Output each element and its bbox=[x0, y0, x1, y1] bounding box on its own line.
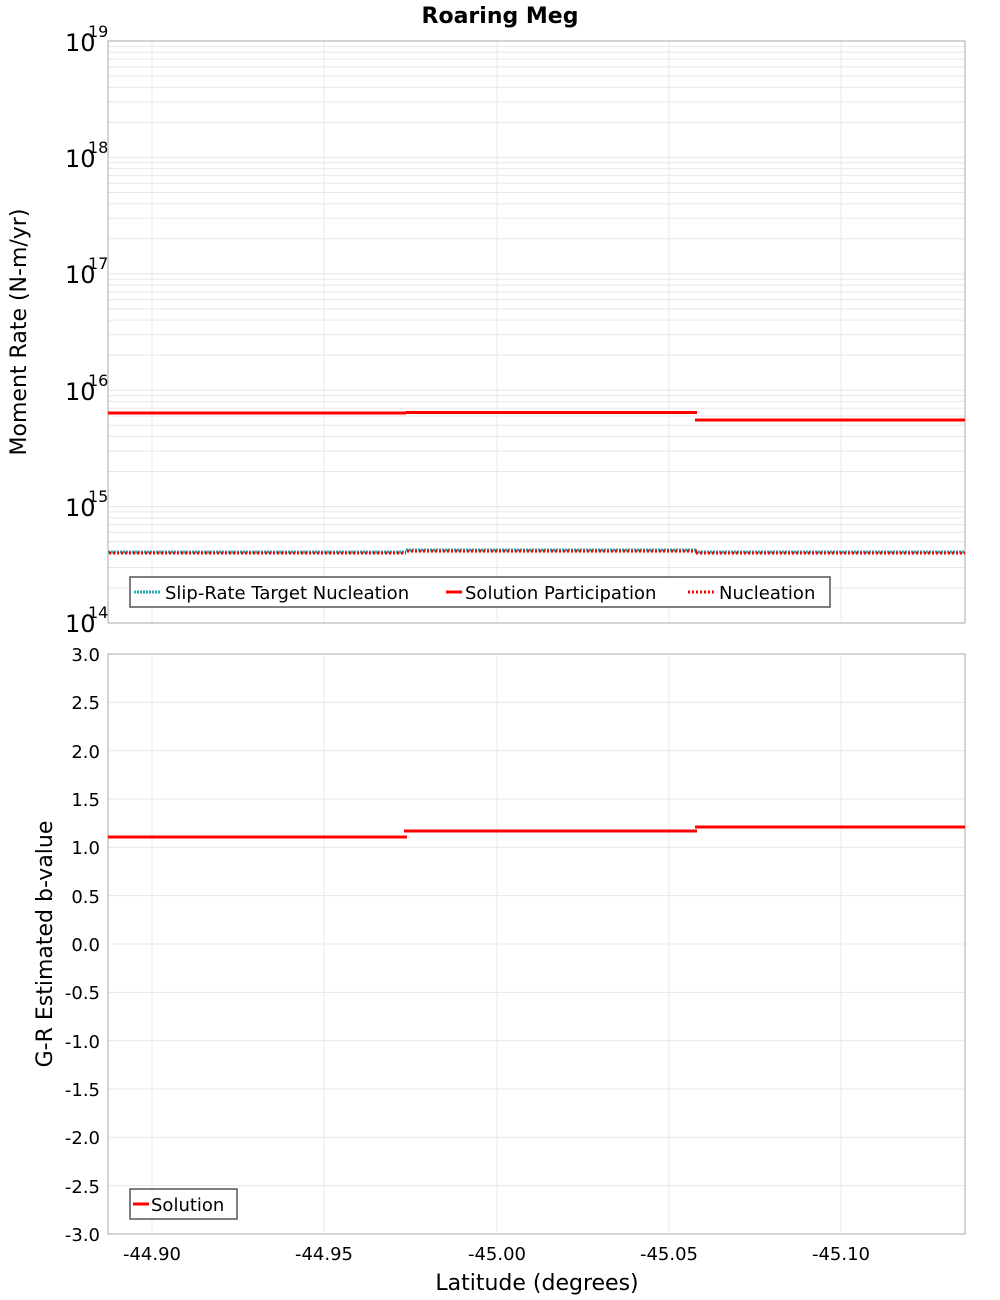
x-axis-label: Latitude (degrees) bbox=[435, 1271, 638, 1296]
bottom-x-tick-labels: -44.90 -44.95 -45.00 -45.05 -45.10 bbox=[123, 1244, 870, 1265]
top-y-tick-labels: 1019 1018 1017 1016 1015 1014 bbox=[65, 22, 108, 638]
top-plot: Moment Rate (N-m/yr) 1019 1018 1017 1016… bbox=[7, 22, 965, 638]
svg-text:17: 17 bbox=[88, 254, 108, 273]
legend-label-slip-rate-target: Slip-Rate Target Nucleation bbox=[165, 583, 409, 604]
svg-text:2.0: 2.0 bbox=[71, 742, 100, 763]
svg-text:2.5: 2.5 bbox=[71, 693, 100, 714]
bottom-y-tick-labels: 3.0 2.5 2.0 1.5 1.0 0.5 0.0 -0.5 -1.0 -1… bbox=[65, 645, 100, 1246]
svg-text:0.5: 0.5 bbox=[71, 887, 100, 908]
svg-text:-44.95: -44.95 bbox=[295, 1244, 353, 1265]
svg-text:-45.00: -45.00 bbox=[468, 1244, 526, 1265]
bottom-plot: G-R Estimated b-value 3.0 2.5 2.0 1.5 1.… bbox=[33, 645, 965, 1296]
svg-text:19: 19 bbox=[88, 22, 108, 41]
svg-text:-44.90: -44.90 bbox=[123, 1244, 181, 1265]
top-legend: Slip-Rate Target Nucleation Solution Par… bbox=[130, 577, 830, 607]
chart-figure: Roaring Meg Moment Rate (N-m/yr) 1019 10… bbox=[0, 0, 1000, 1300]
legend-label-solution-participation: Solution Participation bbox=[465, 583, 656, 604]
svg-text:15: 15 bbox=[88, 487, 108, 506]
svg-text:-3.0: -3.0 bbox=[65, 1225, 100, 1246]
svg-text:-2.0: -2.0 bbox=[65, 1128, 100, 1149]
top-y-axis-label: Moment Rate (N-m/yr) bbox=[7, 209, 32, 456]
bottom-y-axis-label: G-R Estimated b-value bbox=[33, 821, 58, 1068]
svg-text:-1.5: -1.5 bbox=[65, 1080, 100, 1101]
svg-text:0.0: 0.0 bbox=[71, 935, 100, 956]
bottom-legend: Solution bbox=[130, 1189, 237, 1219]
svg-text:-0.5: -0.5 bbox=[65, 983, 100, 1004]
svg-text:-1.0: -1.0 bbox=[65, 1032, 100, 1053]
svg-text:18: 18 bbox=[88, 138, 108, 157]
legend-label-nucleation: Nucleation bbox=[719, 583, 815, 604]
svg-text:16: 16 bbox=[88, 371, 108, 390]
chart-title: Roaring Meg bbox=[422, 4, 579, 29]
svg-text:14: 14 bbox=[88, 603, 108, 622]
svg-text:-2.5: -2.5 bbox=[65, 1177, 100, 1198]
svg-text:-45.10: -45.10 bbox=[812, 1244, 870, 1265]
svg-text:1.5: 1.5 bbox=[71, 790, 100, 811]
svg-text:-45.05: -45.05 bbox=[640, 1244, 698, 1265]
svg-text:3.0: 3.0 bbox=[71, 645, 100, 666]
legend-label-solution: Solution bbox=[151, 1195, 224, 1216]
svg-text:1.0: 1.0 bbox=[71, 838, 100, 859]
